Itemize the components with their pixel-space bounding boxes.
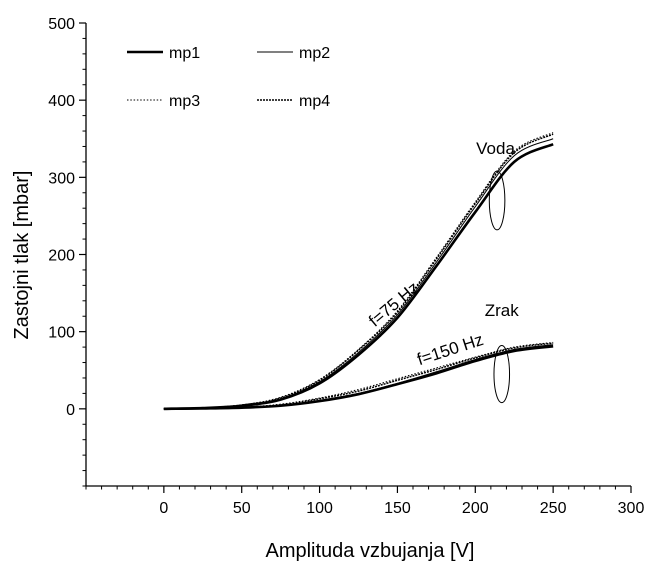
- y-tick-label: 300: [48, 170, 75, 187]
- legend-label-mp1: mp1: [169, 45, 200, 62]
- x-tick-label: 100: [306, 500, 333, 517]
- x-tick-label: 300: [618, 500, 645, 517]
- series-line-mp4-150hz: [163, 342, 554, 410]
- series-line-mp3-75hz: [163, 132, 554, 410]
- annotation-label: Zrak: [485, 301, 520, 320]
- y-tick-label: 400: [48, 93, 75, 110]
- legend-label-mp3: mp3: [169, 93, 200, 110]
- x-tick-label: 0: [159, 500, 168, 517]
- y-tick-label: 200: [48, 248, 75, 265]
- voda-group-ellipse: [488, 170, 506, 231]
- series-line-mp1-75hz: [163, 142, 554, 411]
- legend-label-mp2: mp2: [299, 45, 330, 62]
- x-tick-label: 200: [462, 500, 489, 517]
- x-axis-title: Amplituda vzbujanja [V]: [265, 540, 474, 562]
- x-tick-label: 150: [384, 500, 411, 517]
- annotation-label: f=150 Hz: [415, 330, 486, 369]
- plot-area: 0 50 100 150 200 250 300 0 100 200 300 400 500 Voda Zr…: [48, 16, 644, 517]
- legend-label-mp4: mp4: [299, 93, 330, 110]
- y-axis-title: Zastojni tlak [mbar]: [11, 171, 33, 340]
- x-tick-label: 50: [233, 500, 251, 517]
- annotation-label: Voda: [476, 139, 515, 158]
- series-line-mp2-75hz: [163, 138, 554, 410]
- y-tick-label: 100: [48, 325, 75, 342]
- zrak-group-ellipse: [493, 345, 511, 404]
- y-tick-label: 500: [48, 16, 75, 33]
- x-tick-label: 250: [540, 500, 567, 517]
- y-tick-label: 0: [66, 402, 75, 419]
- series-line-mp4-75hz: [163, 133, 554, 410]
